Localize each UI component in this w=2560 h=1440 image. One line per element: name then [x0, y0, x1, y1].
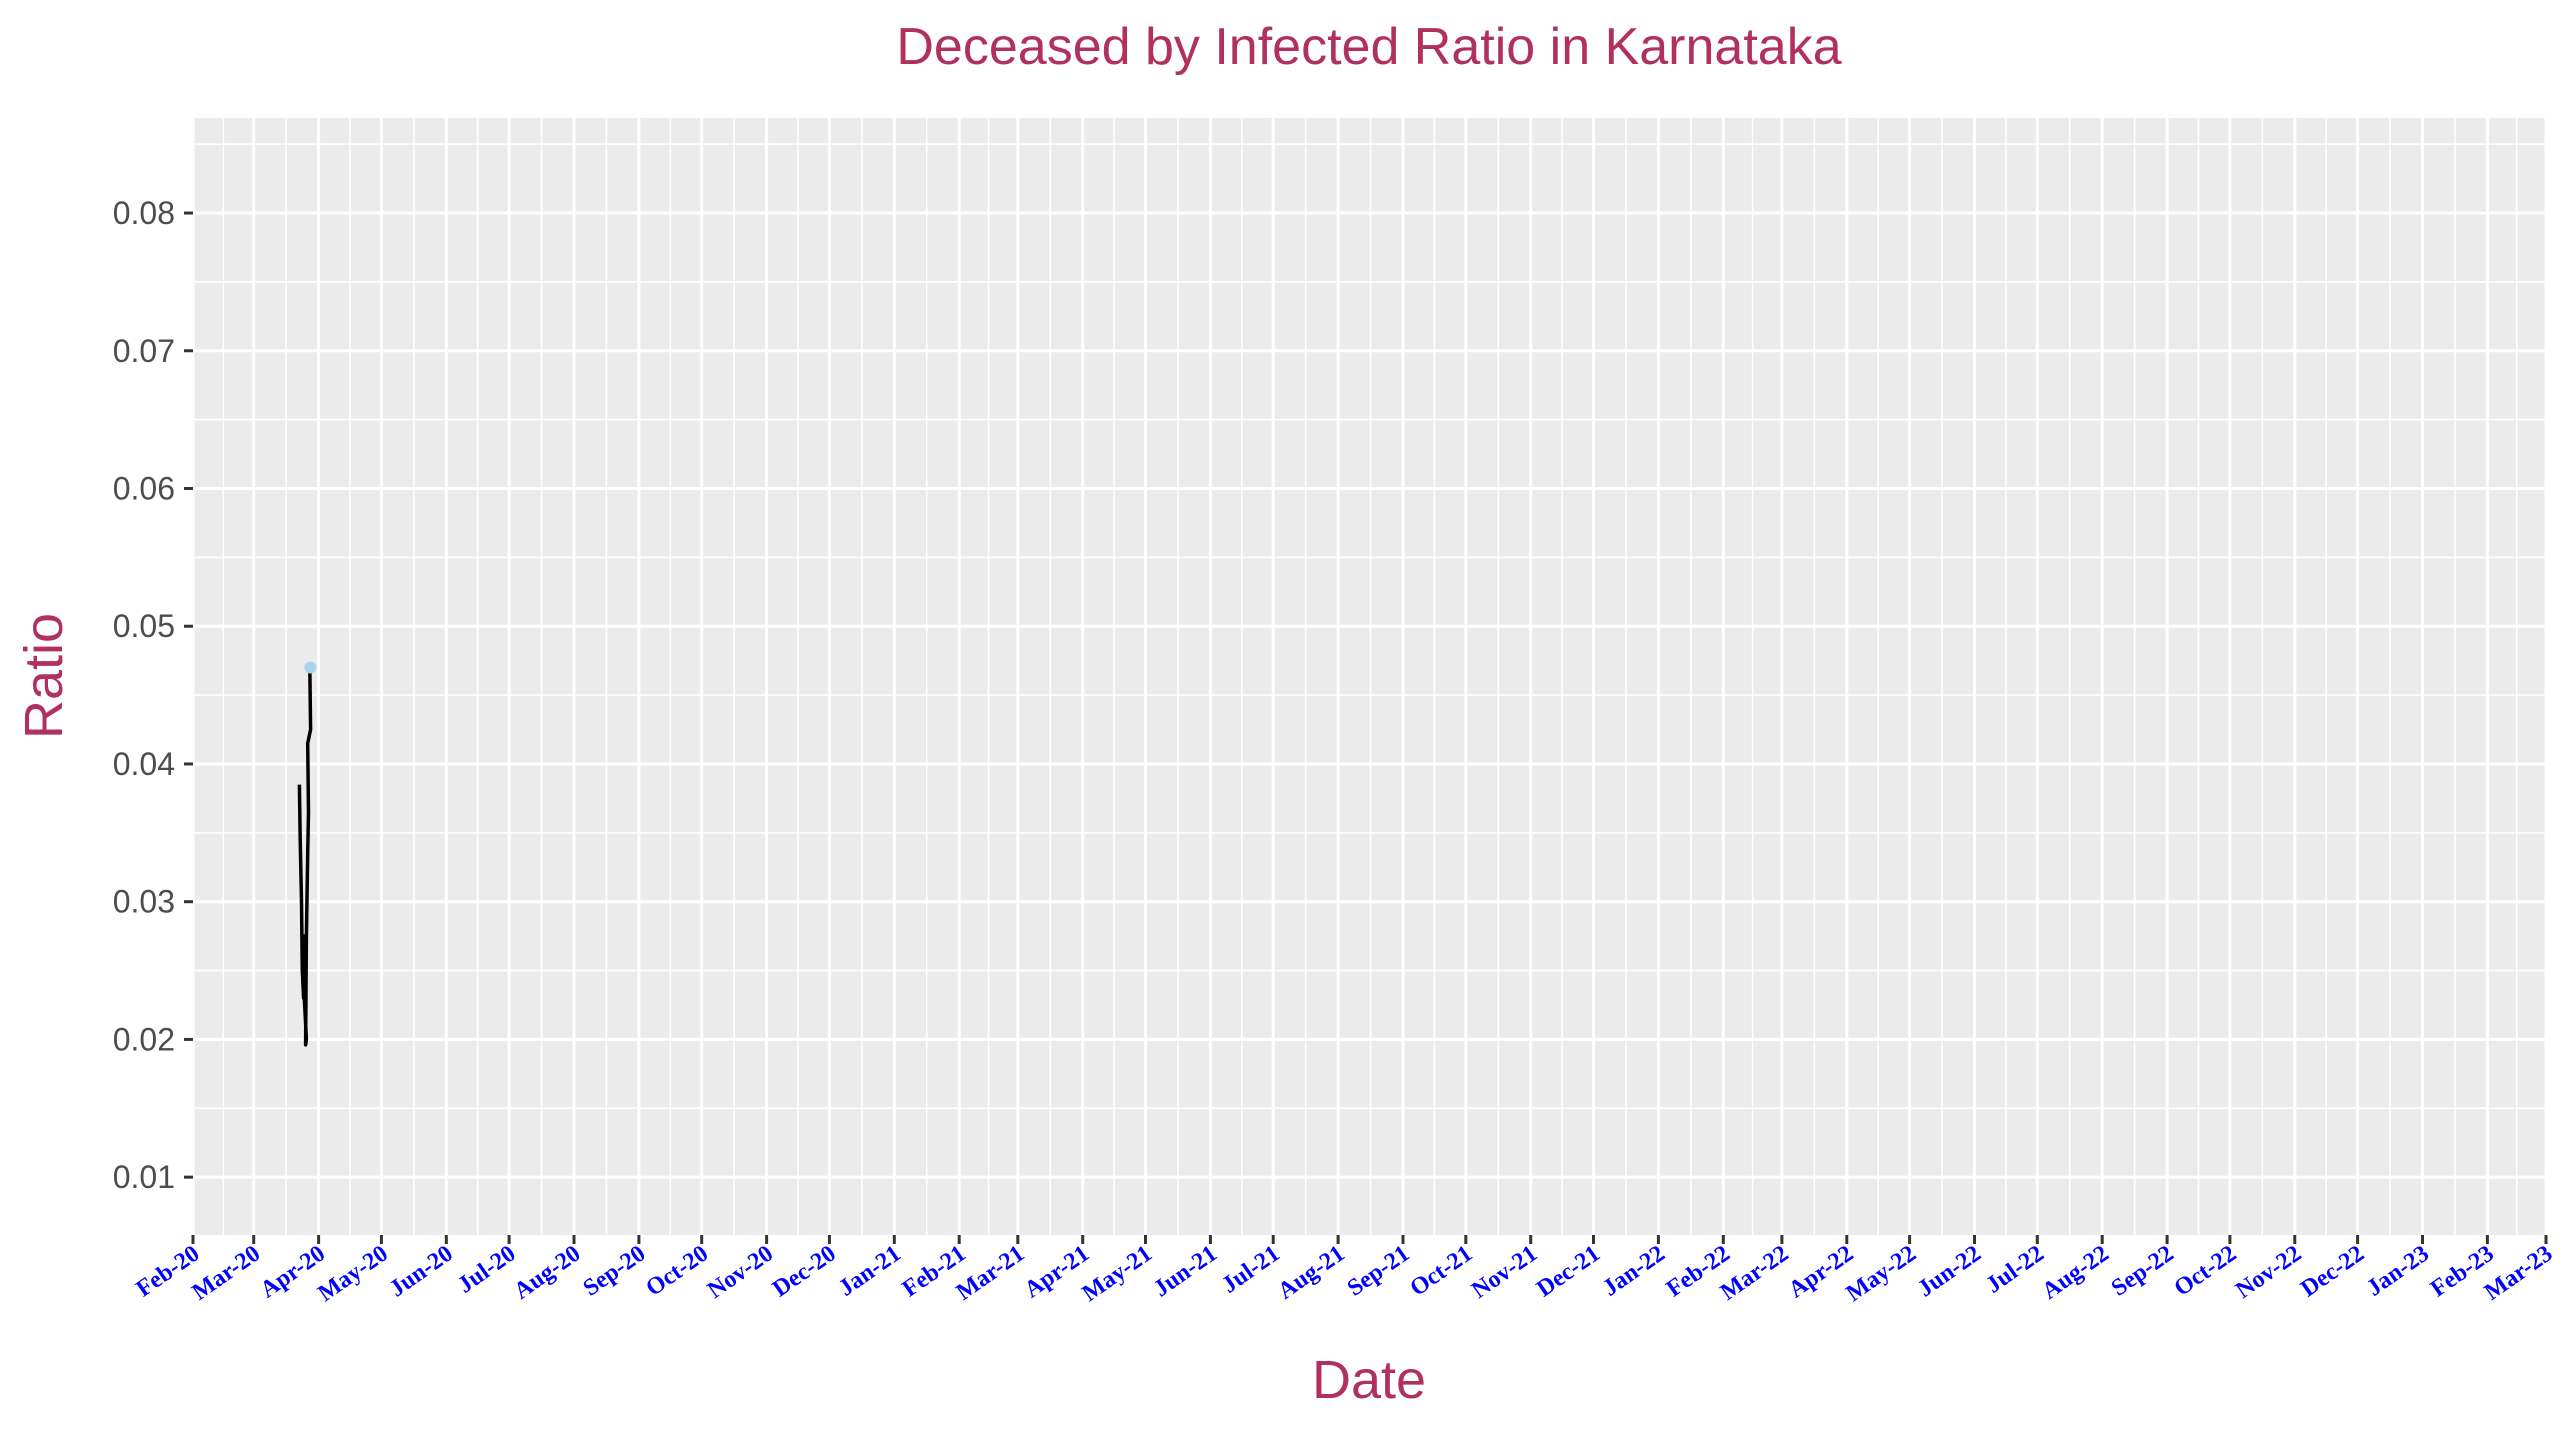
y-tick-label: 0.05	[113, 608, 175, 644]
x-tick-label: Nov-20	[703, 1241, 778, 1304]
x-tick-label: Nov-22	[2231, 1241, 2306, 1304]
x-axis: Feb-20Mar-20Apr-20May-20Jun-20Jul-20Aug-…	[132, 1235, 2558, 1307]
y-tick-label: 0.08	[113, 195, 175, 231]
y-axis-title: Ratio	[14, 613, 74, 739]
x-tick-label: Mar-23	[2480, 1241, 2558, 1306]
x-tick-label: Oct-22	[2170, 1241, 2242, 1302]
x-tick-label: Jul-22	[1981, 1241, 2048, 1299]
highlight-point	[304, 661, 317, 674]
x-axis-title: Date	[1312, 1350, 1426, 1410]
minor-gridlines	[193, 118, 2546, 1235]
x-tick-label: Aug-21	[1273, 1241, 1349, 1305]
y-tick-label: 0.04	[113, 746, 175, 782]
x-tick-label: Jul-20	[453, 1241, 520, 1299]
y-tick-label: 0.02	[113, 1021, 175, 1057]
y-axis: 0.01 0.02 0.03 0.04 0.05 0.06 0.07 0.08	[113, 195, 193, 1195]
major-gridlines	[191, 118, 2548, 1235]
series-line	[297, 667, 313, 1047]
x-tick-label: Sep-21	[1343, 1241, 1415, 1302]
chart-title: Deceased by Infected Ratio in Karnataka	[896, 18, 1841, 76]
x-tick-label: Jun-20	[385, 1241, 458, 1303]
x-tick-label: May-20	[314, 1241, 393, 1307]
y-tick-label: 0.03	[113, 884, 175, 920]
x-tick-label: May-21	[1078, 1241, 1157, 1307]
x-tick-label: Mar-20	[188, 1241, 266, 1306]
x-tick-label: Mar-22	[1716, 1241, 1794, 1306]
x-tick-label: Nov-21	[1467, 1241, 1542, 1304]
x-tick-label: Sep-22	[2107, 1241, 2179, 1302]
x-tick-label: Jun-21	[1149, 1241, 1222, 1303]
x-tick-label: Jan-22	[1598, 1241, 1670, 1302]
x-tick-label: Jan-23	[2362, 1241, 2434, 1302]
x-tick-label: Oct-21	[1406, 1241, 1478, 1302]
x-tick-label: Mar-21	[952, 1241, 1030, 1306]
y-tick-label: 0.06	[113, 470, 175, 506]
x-tick-label: Jul-21	[1217, 1241, 1284, 1299]
y-tick-label: 0.01	[113, 1159, 175, 1195]
panel-background	[193, 118, 2546, 1235]
x-tick-label: Dec-21	[1532, 1241, 1605, 1303]
x-tick-label: Aug-20	[509, 1241, 585, 1305]
series-layer	[297, 661, 317, 1047]
x-tick-label: Oct-20	[641, 1241, 713, 1302]
y-tick-label: 0.07	[113, 333, 175, 369]
x-tick-label: Aug-22	[2038, 1241, 2114, 1305]
x-tick-label: May-22	[1842, 1241, 1921, 1307]
x-tick-label: Dec-20	[768, 1241, 841, 1303]
x-tick-label: Jun-22	[1913, 1241, 1986, 1303]
x-tick-label: Sep-20	[579, 1241, 651, 1302]
x-tick-label: Jan-21	[834, 1241, 906, 1302]
x-tick-label: Dec-22	[2296, 1241, 2369, 1303]
